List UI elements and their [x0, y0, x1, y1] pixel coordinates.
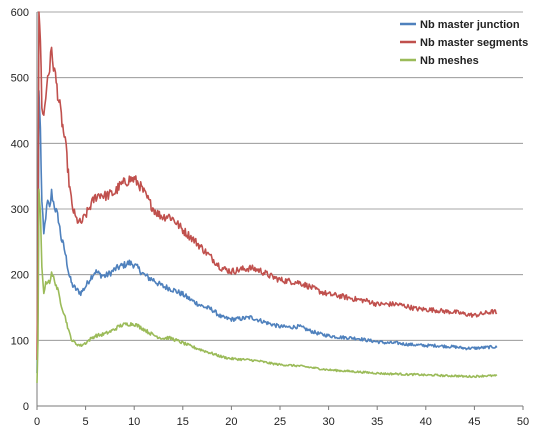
x-tick-label: 20: [225, 416, 237, 428]
axis-layer: 0 100 200 300 400 500 600 0 5 10 15 20 25 30 35 40 45 50: [11, 7, 529, 428]
series-layer: [36, 11, 498, 384]
x-tick-label: 45: [468, 416, 480, 428]
y-tick-label: 200: [11, 270, 29, 282]
legend: Nb master junction Nb master segments Nb m…: [400, 19, 528, 67]
series-line-1: [36, 11, 498, 361]
x-tick-label: 25: [274, 416, 286, 428]
x-tick-label: 50: [517, 416, 529, 428]
y-tick-label: 100: [11, 335, 29, 347]
x-tick-label: 15: [177, 416, 189, 428]
legend-label-2: Nb meshes: [420, 55, 479, 67]
y-tick-label: 300: [11, 204, 29, 216]
series-line-2: [36, 188, 498, 384]
series-line-0: [36, 90, 498, 374]
y-tick-label: 0: [23, 401, 29, 413]
y-tick-label: 500: [11, 73, 29, 85]
y-tick-label: 400: [11, 138, 29, 150]
legend-label-0: Nb master junction: [420, 19, 520, 31]
grid-layer: [37, 11, 523, 341]
x-tick-label: 30: [322, 416, 334, 428]
x-tick-label: 10: [128, 416, 140, 428]
x-tick-label: 40: [420, 416, 432, 428]
x-tick-label: 35: [371, 416, 383, 428]
y-tick-label: 600: [11, 7, 29, 19]
x-tick-label: 5: [83, 416, 89, 428]
x-tick-label: 0: [34, 416, 40, 428]
legend-label-1: Nb master segments: [420, 37, 528, 49]
